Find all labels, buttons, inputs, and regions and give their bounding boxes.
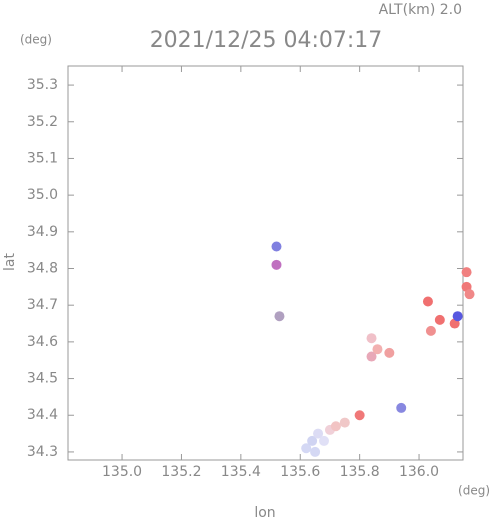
y-axis-label: lat <box>2 253 18 271</box>
x-tick-label: 135.8 <box>340 464 380 480</box>
echo-point <box>271 241 282 252</box>
x-tick-label: 136.0 <box>399 464 439 480</box>
x-tick-label: 135.6 <box>280 464 320 480</box>
y-tick-label: 34.6 <box>27 334 58 350</box>
echo-point <box>396 402 407 413</box>
x-tick-label: 135.2 <box>161 464 201 480</box>
y-tick-label: 34.4 <box>27 407 58 423</box>
echo-point <box>313 428 324 439</box>
echo-point <box>452 311 463 322</box>
echo-point <box>307 435 318 446</box>
echo-point <box>310 446 321 457</box>
y-tick-label: 34.3 <box>27 444 58 460</box>
annotation: ALT(km) 2.0 <box>379 2 462 18</box>
echo-point <box>425 325 436 336</box>
y-tick-label: 35.1 <box>27 150 58 166</box>
echo-point <box>434 314 445 325</box>
echo-point <box>384 347 395 358</box>
y-tick-label: 34.5 <box>27 371 58 387</box>
x-tick-label: 135.4 <box>221 464 261 480</box>
plot-frame <box>67 65 464 461</box>
y-tick-label: 34.8 <box>27 261 58 277</box>
echo-point <box>372 344 383 355</box>
y-tick-label: 34.9 <box>27 224 58 240</box>
y-tick-label: 34.7 <box>27 297 58 313</box>
echo-point <box>354 410 365 421</box>
echo-point <box>461 267 472 278</box>
echo-point <box>319 435 330 446</box>
echo-point <box>464 289 475 300</box>
echo-point <box>339 417 350 428</box>
echo-point <box>271 259 282 270</box>
y-tick-label: 35.3 <box>27 77 58 93</box>
echo-point <box>301 443 312 454</box>
chart-title: 2021/12/25 04:07:17 <box>150 28 383 53</box>
y-unit: (deg) <box>20 33 52 47</box>
x-unit: (deg) <box>458 484 490 498</box>
y-tick-label: 35.0 <box>27 187 58 203</box>
echo-point <box>366 351 377 362</box>
x-tick-label: 135.0 <box>102 464 142 480</box>
echo-point <box>366 333 377 344</box>
echo-point <box>274 311 285 322</box>
x-axis-label: lon <box>254 505 275 521</box>
y-tick-label: 35.2 <box>27 114 58 130</box>
echo-point <box>422 296 433 307</box>
echo-point <box>330 421 341 432</box>
